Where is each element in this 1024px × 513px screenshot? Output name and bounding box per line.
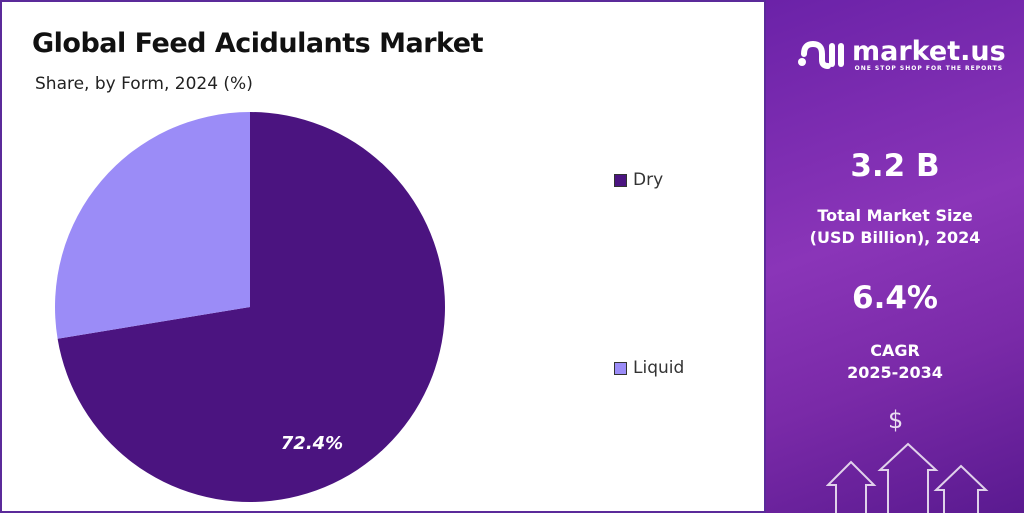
legend-swatch-liquid [614, 361, 627, 375]
market-size-label-line2: (USD Billion), 2024 [809, 228, 981, 247]
chart-title: Global Feed Acidulants Market [32, 28, 484, 59]
cagr-label-line2: 2025-2034 [847, 363, 943, 382]
pie-slice-liquid [54, 112, 250, 339]
legend-label-liquid: Liquid [633, 358, 685, 378]
market-size-value: 3.2 B [850, 148, 940, 184]
brand-name: market.us [852, 35, 1006, 67]
legend-label-dry: Dry [633, 170, 664, 190]
data-label-dry: 72.4% [281, 433, 343, 454]
cagr-value: 6.4% [852, 280, 938, 316]
dollar-icon: $ [888, 406, 904, 434]
cagr-label: CAGR 2025-2034 [766, 340, 1024, 384]
brand-tagline: ONE STOP SHOP FOR THE REPORTS [854, 64, 1004, 72]
market-size-label-line1: Total Market Size [817, 206, 973, 225]
chart-panel: Global Feed Acidulants Market Share, by … [0, 0, 766, 513]
market-us-logo: market.us ONE STOP SHOP FOR THE REPORTS [796, 38, 1006, 72]
pie-slice-dry [57, 112, 446, 503]
growth-arrows-icon [826, 442, 989, 513]
market-size-label: Total Market Size (USD Billion), 2024 [766, 205, 1024, 249]
logo-icon [798, 40, 844, 69]
cagr-label-line1: CAGR [870, 341, 920, 360]
legend-swatch-dry [614, 173, 627, 187]
legend-item-dry: Dry [614, 170, 663, 190]
chart-subtitle: Share, by Form, 2024 (%) [35, 74, 253, 94]
summary-panel: market.us ONE STOP SHOP FOR THE REPORTS … [766, 0, 1024, 513]
pie-chart: 72.4% [54, 112, 446, 503]
legend-item-liquid: Liquid [614, 358, 684, 378]
